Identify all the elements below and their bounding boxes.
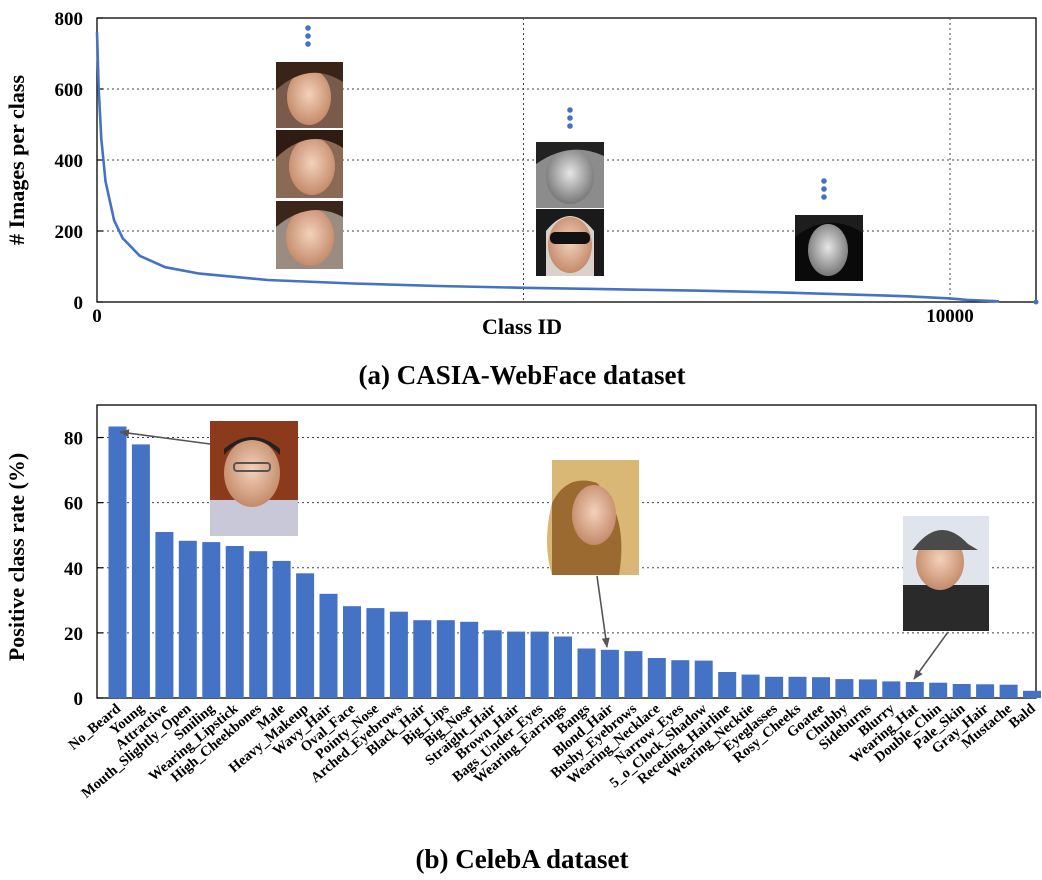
ellipsis-dot [305,33,311,39]
bar-narrow-eyes [671,660,690,698]
bar-smiling [202,542,221,698]
bar-arched-eyebrows [389,611,408,698]
face-example-wearing-hat [903,516,989,631]
bar-black-hair [413,620,432,698]
y-tick-label: 60 [64,494,83,515]
face-example-blond-hair [547,460,639,575]
y-tick-label: 20 [64,624,83,645]
ellipsis-dot [305,41,311,47]
bar-5-o-clock-shadow [694,660,713,698]
bar-wavy-hair [319,593,338,698]
annotation-arrows [119,429,949,680]
bar-goatee [812,677,830,698]
bar-attractive [155,532,174,698]
bar-male [272,560,291,698]
bar-blurry [882,681,901,698]
bar-pointy-nose [366,608,385,698]
bar-sideburns [858,679,877,698]
ellipsis-markers: ⋮⋮⋮ [305,25,827,200]
bar-double-chin [929,682,948,698]
ellipsis-dot [821,194,827,200]
bar-wearing-earrings [554,636,572,698]
bar-bags-under-eyes [530,631,549,698]
bar-big-nose [460,621,479,698]
caption-b: (b) CelebA dataset [416,844,629,874]
bar-wearing-lipstick [225,546,244,698]
ellipsis-dot [567,107,573,113]
bar-mouth-slightly-open [178,540,197,698]
category-label: Bald [1006,701,1039,732]
face-stack-2 [536,142,604,276]
y-tick-label: 200 [55,222,84,243]
bar-chubby [835,679,854,698]
bar-heavy-makeup [296,573,315,698]
bar-bushy-eyebrows [624,651,643,698]
series-end-marker [1033,299,1039,305]
bar-big-lips [436,620,455,698]
y-axis-label-b: Positive class rate (%) [4,453,29,661]
ellipsis-dot [567,123,573,129]
y-tick-label: 80 [64,429,83,450]
face-stack-3 [795,215,863,281]
bar-brown-hair [507,631,526,698]
bar-eyeglasses [765,676,784,698]
bars [108,426,1041,698]
ellipsis-dot [567,115,573,121]
y-tick-label: 800 [55,9,84,30]
y-axis-label-a: # Images per class [4,75,29,246]
bar-rosy-cheeks [788,676,807,698]
bar-no-beard [108,426,127,698]
bar-wearing-necklace [647,658,666,698]
y-tick-label: 0 [74,689,84,710]
bar-oval-face [343,606,361,698]
y-tick-label: 400 [55,151,84,172]
series-line-images-per-class [95,32,1000,303]
ellipsis-dot [305,25,311,31]
face-stack-1 [276,62,343,269]
x-axis-label-a: Class ID [482,314,562,339]
x-tick-label: 10000 [926,306,974,327]
ellipsis-dot [821,178,827,184]
bar-receding-hairline [718,672,737,698]
bar-bangs [577,648,596,698]
bar-wearing-hat [905,682,924,698]
bar-mustache [999,684,1018,698]
face-example-no-beard [210,421,298,536]
bar-pale-skin [952,684,971,698]
y-ticks-b: 0 20 40 60 80 [64,429,103,710]
category-labels: No_BeardYoungAttractiveMouth_Slightly_Op… [66,700,1039,801]
x-tick-label: 0 [92,306,102,327]
bar-bald [1023,690,1041,698]
bar-straight-hair [483,630,502,698]
bar-chart-celeba: 0 20 40 60 80 No_BeardYoungAttractiveMouth_S… [4,404,1041,874]
ellipsis-dot [821,186,827,192]
x-ticks-a: 0 10000 [92,306,974,327]
bar-wearing-necktie [741,674,760,698]
bar-gray-hair [976,684,995,698]
gridlines-a [97,18,1036,302]
bar-blond-hair [600,649,619,698]
bar-young [131,444,150,698]
y-tick-label: 600 [55,80,84,101]
y-tick-label: 40 [64,559,83,580]
y-ticks-a: 0 200 400 600 800 [55,9,103,314]
y-tick-label: 0 [74,293,84,314]
caption-a: (a) CASIA-WebFace dataset [359,360,686,390]
bar-high-cheekbones [249,551,268,698]
